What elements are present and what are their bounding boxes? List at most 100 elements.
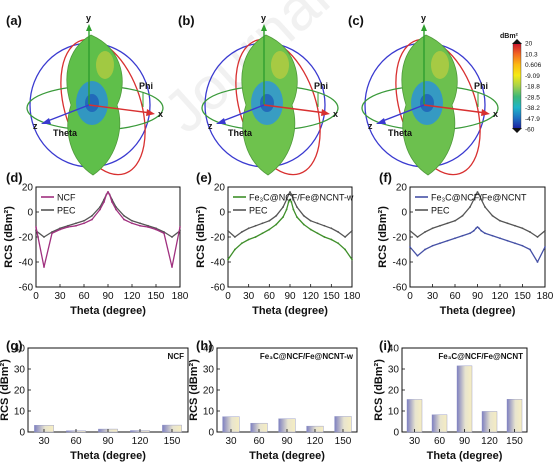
data-point <box>529 248 531 251</box>
data-point <box>171 236 173 238</box>
x-tick-label: 90 <box>281 436 293 447</box>
y-tick-label: -20 <box>393 233 408 244</box>
data-point <box>431 244 434 247</box>
panel-label: (b) <box>178 13 195 28</box>
data-point <box>107 191 109 193</box>
x-tick-label: 60 <box>434 436 446 447</box>
x-tick-label: 150 <box>323 291 340 302</box>
panel-label: (i) <box>379 338 391 353</box>
colorbar <box>512 42 522 130</box>
axis-label-y: y <box>86 13 91 23</box>
data-point <box>123 214 125 217</box>
data-point <box>105 193 108 196</box>
legend-label: PEC <box>249 206 268 216</box>
x-tick-label: 150 <box>335 436 352 447</box>
panel-label: (c) <box>348 13 364 28</box>
data-point <box>99 208 101 211</box>
data-point <box>75 224 77 227</box>
data-point <box>446 222 449 225</box>
data-point <box>521 244 524 247</box>
panel-label: (g) <box>6 338 23 353</box>
y-arrow-icon <box>86 24 92 31</box>
y-tick-label: 20 <box>203 386 215 397</box>
x-axis-line <box>88 104 152 114</box>
data-point <box>439 224 441 227</box>
x-tick-label: 120 <box>307 436 324 447</box>
panel-label: (h) <box>196 338 213 353</box>
data-point <box>233 248 236 251</box>
z-axis-line <box>379 104 425 123</box>
data-point <box>254 224 257 227</box>
phi-label: Phi <box>474 81 488 91</box>
data-point <box>491 234 494 237</box>
bar <box>406 399 423 433</box>
x-axis-title: Theta (degree) <box>427 450 503 462</box>
data-point <box>171 266 173 268</box>
data-point <box>111 201 113 203</box>
data-point <box>499 237 501 240</box>
legend-label: PEC <box>431 206 450 216</box>
data-point <box>431 227 434 230</box>
y-arrow-icon <box>421 24 427 31</box>
x-axis-title: Theta (degree) <box>70 450 146 462</box>
data-point <box>292 198 295 201</box>
x-axis-title: Theta (degree) <box>249 450 325 462</box>
axis-label-z: z <box>368 121 373 131</box>
data-point <box>275 214 278 217</box>
colorbar-tick-label: -9.09 <box>525 73 540 80</box>
data-point <box>289 198 291 201</box>
data-point <box>261 232 264 235</box>
x-tick-label: 60 <box>78 291 90 302</box>
y-tick-label: 0 <box>27 208 33 219</box>
x-tick-label: 180 <box>344 291 361 302</box>
sample-annotation: Fe₃C@NCF/Fe@NCNT <box>438 352 523 361</box>
data-point <box>478 227 480 230</box>
scattering-panel-2: (c) y x z Phi Theta <box>348 13 499 176</box>
x-tick-label: 90 <box>102 436 114 447</box>
data-point <box>461 214 464 217</box>
x-axis-line <box>263 104 327 114</box>
x-tick-label: 0 <box>225 291 231 302</box>
x-tick-label: 30 <box>409 436 421 447</box>
data-point <box>330 238 333 241</box>
scattering-body <box>401 34 458 176</box>
data-point <box>439 242 441 245</box>
x-tick-label: 90 <box>102 291 114 302</box>
x-tick-label: 30 <box>427 291 439 302</box>
data-point <box>108 193 111 196</box>
data-point <box>290 201 293 203</box>
x-tick-label: 30 <box>225 436 237 447</box>
data-point <box>227 258 229 261</box>
z-arrow-icon <box>376 118 386 124</box>
x-tick-label: 90 <box>284 291 296 302</box>
data-point <box>43 236 45 238</box>
x-axis-title: Theta (degree) <box>440 305 516 317</box>
data-point <box>35 226 37 228</box>
data-point <box>91 214 93 217</box>
y-tick-label: -60 <box>19 283 34 294</box>
data-point <box>472 198 475 201</box>
x-tick-label: 180 <box>537 291 554 302</box>
x-tick-label: 120 <box>124 291 141 302</box>
data-point <box>285 198 288 201</box>
y-tick-label: -40 <box>211 258 226 269</box>
data-point <box>59 228 61 231</box>
x-tick-label: 0 <box>407 291 413 302</box>
data-point <box>147 224 149 227</box>
data-point <box>536 261 539 263</box>
body-highlight <box>271 51 289 79</box>
axis-label-x: x <box>333 109 338 119</box>
x-tick-label: 90 <box>459 436 471 447</box>
y-tick-label: 10 <box>203 407 215 418</box>
data-point <box>285 208 288 211</box>
series-line <box>409 226 546 263</box>
legend-label: Fe₃C@NCF/Fe@NCNT-w <box>249 193 354 203</box>
data-point <box>316 222 319 225</box>
data-point <box>268 219 271 222</box>
data-point <box>484 232 486 235</box>
y-tick-label: 10 <box>14 407 26 418</box>
x-tick-label: 150 <box>506 436 523 447</box>
